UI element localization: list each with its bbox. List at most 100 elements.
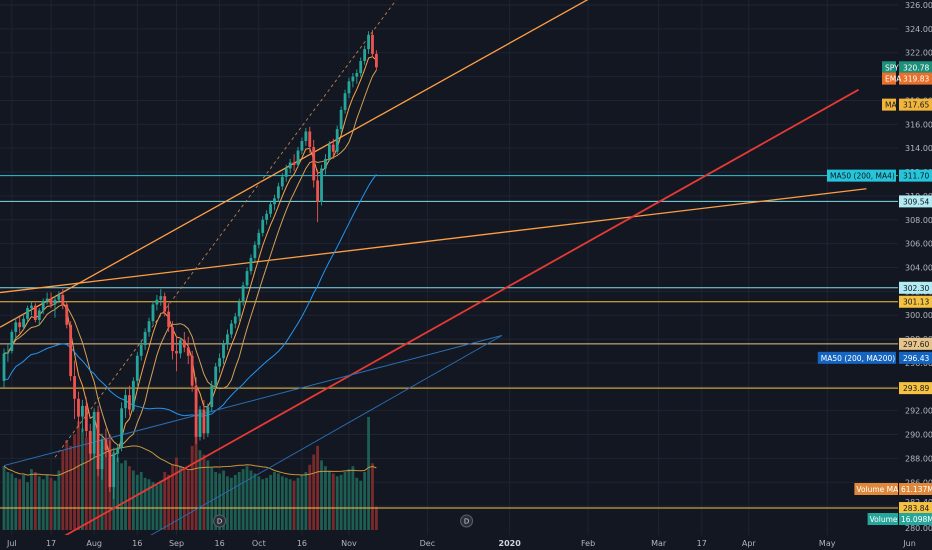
indicator-tag (882, 98, 896, 111)
volume-bar (300, 474, 304, 530)
volume-bar (84, 437, 88, 530)
candle-body (179, 340, 182, 354)
volume-bar (33, 472, 37, 530)
price-badge-label: 309.54 (903, 197, 929, 206)
candle-body (316, 180, 319, 202)
time-tick-label: 17 (697, 539, 707, 548)
volume-tag (854, 483, 898, 495)
price-badge-label: 283.84 (903, 504, 929, 513)
candle-body (249, 257, 253, 272)
price-axis-panel[interactable] (898, 0, 932, 550)
price-badge-label: 317.65 (903, 101, 929, 110)
volume-bar (355, 477, 359, 530)
candle-body (37, 310, 41, 320)
indicator-tag-label: MA50 (200, MA4) (830, 172, 895, 181)
volume-bar (241, 469, 245, 530)
price-badge-label: 293.89 (903, 384, 929, 393)
volume-bar (292, 480, 296, 530)
price-tick-label: 316.00 (905, 120, 932, 129)
volume-bar (194, 437, 198, 530)
price-badge (899, 169, 932, 182)
volume-bar (2, 466, 6, 530)
volume-bars (2, 416, 378, 530)
volume-bar (253, 473, 257, 530)
dividend-marker[interactable] (460, 514, 474, 528)
volume-bar (198, 450, 202, 530)
price-badge (899, 351, 932, 364)
candle-body (18, 322, 22, 328)
candle-body (65, 304, 69, 325)
volume-bar (257, 476, 261, 530)
price-tick-label: 308.00 (905, 216, 932, 225)
candle-body (92, 411, 96, 454)
volume-bar (363, 472, 367, 530)
volume-ma-line (3, 445, 377, 476)
candle-body (280, 176, 284, 187)
lower-channel-trendline[interactable] (0, 188, 867, 294)
volume-bar (124, 460, 127, 530)
time-tick-label: 16 (297, 539, 307, 548)
volume-bar (367, 416, 370, 530)
dashed-trendline[interactable] (54, 0, 397, 458)
volume-bar (135, 474, 139, 530)
price-badge (899, 382, 932, 395)
price-tick-label: 292.00 (905, 407, 932, 416)
volume-bar (41, 479, 45, 530)
candle-body (26, 308, 29, 319)
volume-bar (100, 445, 104, 530)
volume-bar (359, 480, 363, 530)
candle-body (359, 61, 363, 74)
candle-body (269, 204, 272, 214)
dividend-marker[interactable] (213, 514, 227, 528)
volume-bar (49, 477, 53, 530)
volume-badge-label: 61.137M (901, 485, 932, 494)
candle-body (253, 244, 257, 258)
volume-bar (351, 466, 355, 530)
volume-bar (375, 506, 378, 530)
time-tick-label: Jul (6, 539, 17, 548)
candle-body (351, 76, 355, 82)
time-tick-label: Dec (420, 539, 435, 548)
candle-body (159, 296, 163, 300)
volume-bar (269, 474, 272, 530)
candle-body (277, 186, 280, 199)
candle-body (151, 304, 155, 322)
price-badge-label: 296.43 (903, 354, 929, 363)
volume-bar (222, 470, 225, 530)
volume-bar (237, 472, 241, 530)
candle-body (49, 298, 53, 305)
ma200-line (3, 335, 502, 467)
price-tick-label: 300.00 (905, 311, 932, 320)
volume-badge (899, 513, 932, 525)
time-axis-bg (0, 535, 932, 550)
volume-bar (335, 476, 339, 530)
volume-bar (30, 469, 33, 530)
candle-body (2, 353, 6, 381)
price-badge-label: 311.70 (903, 172, 929, 181)
trend-lines[interactable] (0, 0, 867, 549)
time-tick-label: 16 (132, 539, 142, 548)
time-tick-label: Oct (252, 539, 266, 548)
support-trendline[interactable] (42, 88, 860, 549)
candle-body (131, 380, 135, 410)
candle-body (30, 305, 33, 309)
candle-body (186, 347, 190, 356)
volume-bar (202, 454, 206, 530)
volume-bar (163, 472, 167, 530)
candle-body (222, 343, 225, 359)
candle-body (324, 158, 327, 169)
candle-body (343, 93, 347, 110)
volume-bar (143, 477, 147, 530)
time-tick-label: 2020 (499, 539, 522, 548)
volume-bar (331, 473, 335, 530)
candle-body (84, 405, 88, 431)
candle-body (108, 450, 112, 488)
volume-bar (265, 477, 269, 530)
volume-bar (96, 443, 100, 530)
price-badge (899, 337, 932, 350)
volume-bar (233, 474, 237, 530)
time-axis[interactable]: Jul 17 Aug 16 Sep 16 Oct 16 Nov Dec 2020 Feb 17 Mar Ap… (0, 535, 932, 550)
volume-bar (245, 466, 249, 530)
